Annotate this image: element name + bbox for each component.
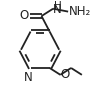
Text: N: N bbox=[53, 3, 62, 16]
Text: N: N bbox=[24, 71, 33, 84]
Text: H: H bbox=[54, 1, 62, 11]
Text: O: O bbox=[61, 68, 70, 81]
Text: NH₂: NH₂ bbox=[69, 5, 91, 18]
Text: O: O bbox=[20, 9, 29, 22]
